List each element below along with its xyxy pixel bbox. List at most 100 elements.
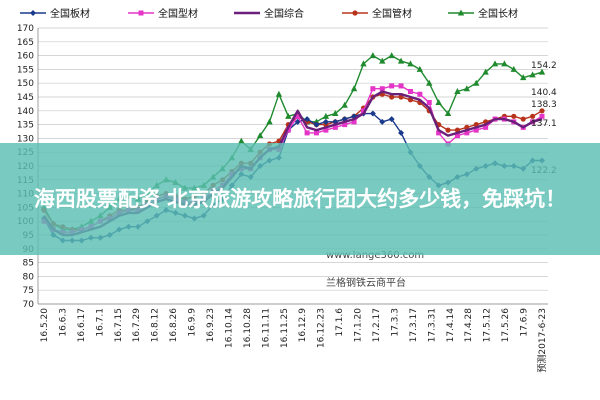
y-tick-label: 85 (23, 259, 34, 269)
data-point (285, 112, 292, 119)
data-point (360, 108, 366, 114)
y-tick-label: 150 (17, 79, 34, 89)
watermark-url: www.lange360.com (326, 250, 424, 261)
data-point (388, 116, 395, 123)
x-axis: 16.5.20 16.6.3 16.6.17 16.7.1 16.7.15 16.7.29… (40, 308, 548, 373)
x-tick-label: 17.3.17 (409, 308, 419, 342)
legend-label: 全国板材 (50, 7, 90, 20)
x-tick-label: 16.11.25 (280, 308, 290, 348)
data-point (436, 130, 442, 136)
legend-label: 全国管材 (372, 7, 412, 20)
y-tick-label: 80 (23, 272, 35, 282)
data-point (389, 94, 395, 100)
legend-swatch-marker (138, 10, 144, 16)
data-point (426, 100, 432, 106)
data-point (539, 113, 545, 119)
end-value-label: 138.3 (531, 100, 557, 110)
data-point (491, 60, 499, 67)
y-tick-label: 165 (17, 38, 34, 48)
x-tick-label: 16.10.28 (243, 308, 253, 348)
data-point (510, 65, 518, 72)
y-tick-label: 140 (17, 107, 34, 117)
data-point (370, 86, 376, 92)
data-point (351, 119, 357, 125)
watermark-name: 兰格钢铁云商平台 (326, 276, 406, 289)
data-point (538, 68, 546, 75)
data-point (369, 52, 377, 59)
x-tick-label: 预测2017-6-23 (537, 308, 548, 373)
data-point (379, 118, 386, 125)
x-tick-label: 16.7.1 (95, 308, 105, 337)
data-point (454, 87, 461, 94)
data-point (397, 57, 405, 64)
data-point (238, 137, 245, 144)
legend-label: 全国型材 (158, 7, 198, 20)
data-point (407, 88, 413, 94)
end-value-label: 140.4 (531, 88, 557, 98)
legend-swatch-marker (30, 10, 36, 16)
x-tick-label: 16.11.11 (261, 308, 271, 348)
data-point (464, 130, 470, 136)
data-point (266, 118, 273, 125)
y-tick-label: 160 (17, 52, 34, 62)
x-tick-label: 16.12.9 (298, 308, 308, 343)
x-tick-label: 16.7.29 (132, 308, 142, 343)
data-point (501, 60, 508, 67)
x-tick-label: 17.6.9 (520, 308, 530, 337)
legend-item-long: 全国长材 (448, 7, 518, 20)
data-point (398, 83, 404, 89)
data-point (454, 133, 460, 139)
x-tick-label: 17.5.26 (501, 308, 511, 343)
data-point (473, 79, 480, 86)
data-point (520, 116, 526, 122)
end-value-label: 154.2 (531, 61, 557, 71)
data-point (379, 57, 386, 64)
legend-swatch-marker (457, 9, 465, 16)
x-tick-label: 16.6.3 (58, 308, 68, 337)
legend-item-plate: 全国板材 (20, 7, 90, 20)
data-point (435, 99, 442, 106)
data-point (529, 71, 536, 78)
data-point (332, 124, 338, 130)
x-tick-label: 16.9.23 (206, 308, 216, 342)
data-point (444, 110, 452, 117)
legend: 全国板材 全国型材 全国综合 全国管材 全国长材 (20, 7, 518, 20)
y-tick-label: 155 (17, 65, 34, 75)
legend-item-composite: 全国综合 (234, 7, 304, 20)
x-tick-label: 17.3.31 (427, 308, 437, 342)
data-point (416, 65, 424, 72)
data-point (407, 60, 414, 67)
data-point (322, 118, 329, 125)
x-tick-label: 16.7.15 (114, 308, 124, 342)
data-point (511, 113, 517, 119)
data-point (369, 110, 376, 117)
overlay-banner: 海西股票配资 北京旅游攻略旅行团大约多少钱，免踩坑！ (0, 143, 600, 255)
data-point (398, 129, 405, 136)
data-point (295, 113, 301, 119)
legend-item-pipe: 全国管材 (342, 7, 412, 20)
data-point (304, 130, 310, 136)
data-point (426, 79, 433, 86)
x-tick-label: 16.10.14 (224, 308, 234, 348)
data-point (342, 122, 348, 128)
y-tick-label: 145 (17, 93, 34, 103)
data-point (322, 112, 330, 119)
end-value-label: 137.1 (531, 119, 557, 129)
data-point (520, 74, 527, 81)
x-tick-label: 17.2.17 (372, 308, 382, 342)
data-point (313, 130, 319, 136)
data-point (379, 86, 385, 92)
y-tick-label: 135 (17, 121, 34, 131)
data-point (445, 127, 451, 133)
data-point (350, 85, 358, 92)
x-tick-label: 16.9.9 (188, 308, 198, 337)
x-tick-label: 17.5.12 (483, 308, 493, 342)
y-tick-label: 75 (23, 286, 34, 296)
y-tick-label: 70 (23, 300, 35, 310)
x-tick-label: 16.6.17 (77, 308, 87, 342)
data-point (388, 52, 395, 59)
data-point (482, 68, 489, 75)
x-tick-label: 17.3.3 (390, 308, 400, 337)
legend-item-section: 全国型材 (128, 7, 198, 20)
